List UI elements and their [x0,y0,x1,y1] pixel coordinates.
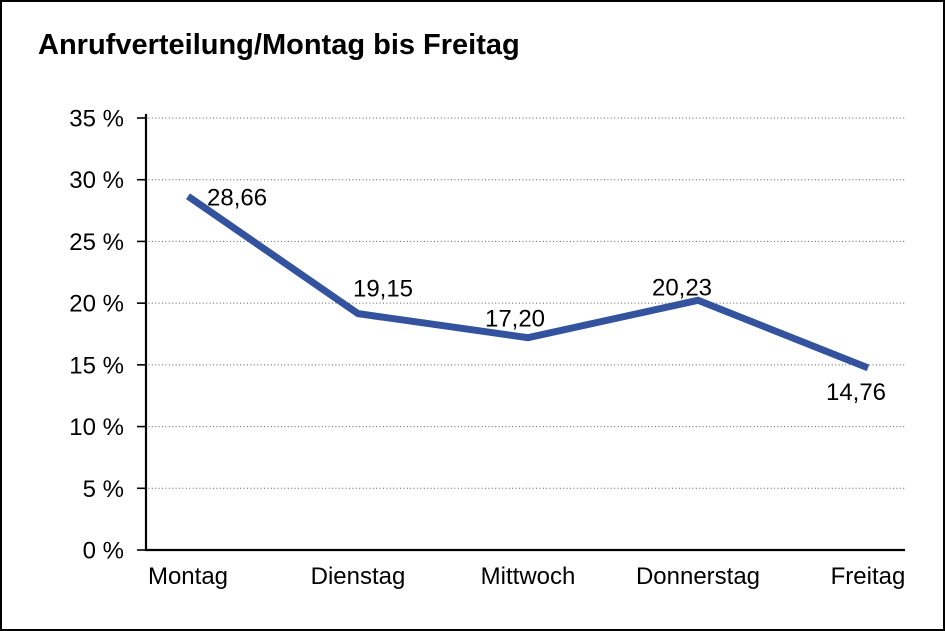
chart-data-labels: 28,66 19,15 17,20 20,23 14,76 [207,184,886,406]
x-axis-category-label: Dienstag [311,563,406,590]
data-label: 17,20 [485,306,545,333]
y-axis-tick-label: 30 % [69,167,124,194]
chart-axes [137,114,905,552]
data-label: 19,15 [353,276,413,303]
y-axis-tick-label: 10 % [69,414,124,441]
chart-gridlines [145,117,905,489]
x-axis-category-label: Mittwoch [481,563,576,590]
x-axis-category-label: Donnerstag [636,563,760,590]
y-axis-tick-label: 15 % [69,352,124,379]
series-line [186,193,870,372]
chart-series-line [186,193,870,372]
y-axis-tick-label: 0 % [83,538,124,565]
y-axis-tick-label: 35 % [69,106,124,133]
chart-title: Anrufverteilung/Montag bis Freitag [38,29,520,61]
data-label: 20,23 [652,274,712,301]
y-axis-tick-labels: 0 % 5 % 10 % 15 % 20 % 25 % 30 % 35 % [69,106,124,565]
data-label: 28,66 [207,184,267,211]
data-label: 14,76 [826,379,886,406]
y-axis-tick-label: 5 % [83,476,124,503]
y-axis-tick-label: 25 % [69,229,124,256]
x-axis-category-label: Freitag [831,563,906,590]
x-axis-category-label: Montag [148,563,228,590]
x-axis-category-labels: Montag Dienstag Mittwoch Donnerstag Freitag [148,563,905,590]
y-axis-tick-label: 20 % [69,291,124,318]
